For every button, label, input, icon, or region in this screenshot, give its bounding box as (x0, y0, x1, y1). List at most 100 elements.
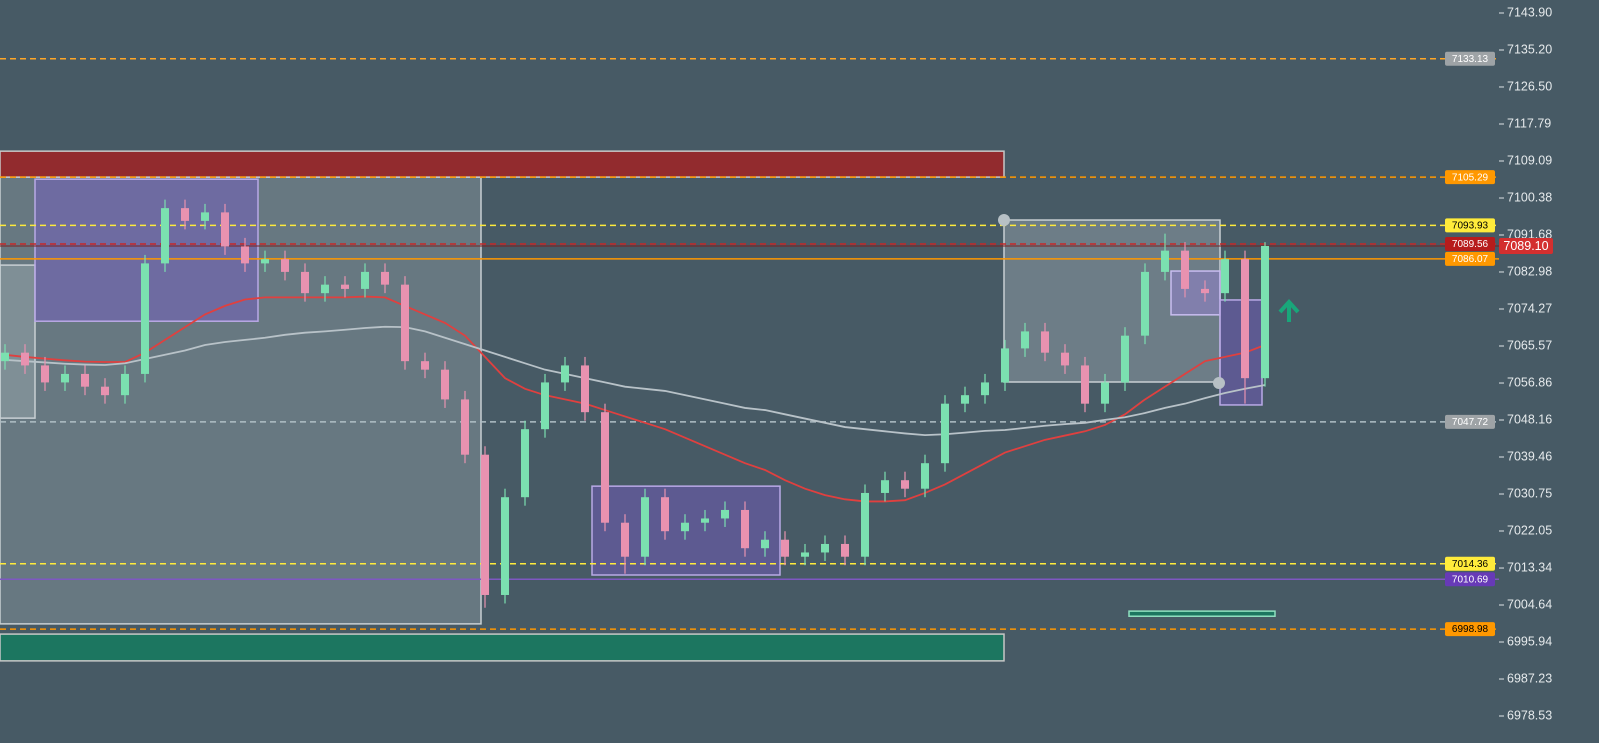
y-tick-label: 7030.75 (1507, 486, 1552, 500)
candle-body (401, 284, 409, 362)
candle-body (281, 259, 289, 272)
level-label: 7133.13 (1452, 54, 1489, 65)
candle-body (861, 492, 869, 557)
y-tick-label: 7056.86 (1507, 375, 1552, 389)
candle-body (261, 259, 269, 264)
level-label: 7010.69 (1452, 574, 1489, 585)
candle-body (1061, 352, 1069, 366)
candle-body (901, 480, 909, 489)
level-label: 6998.98 (1452, 624, 1489, 635)
level-label-bg (1445, 556, 1495, 571)
candle-body (1081, 365, 1089, 404)
y-tick-label: 7048.16 (1507, 412, 1552, 426)
level-label: 7047.72 (1452, 417, 1489, 428)
candle-body (1141, 271, 1149, 336)
last-price-bg (1499, 237, 1553, 254)
level-label-bg (1445, 572, 1495, 587)
y-tick-label: 6978.53 (1507, 708, 1552, 722)
candle-body (41, 365, 49, 383)
candle-body (781, 539, 789, 557)
y-tick-label: 7065.57 (1507, 338, 1552, 352)
handle[interactable] (1213, 377, 1225, 389)
plot (1, 199, 1269, 608)
candle-body (681, 522, 689, 532)
candle-body (121, 373, 129, 396)
candle-body (1021, 331, 1029, 349)
level-label: 7014.36 (1452, 559, 1489, 570)
zone (1170, 270, 1221, 316)
candle-body (441, 369, 449, 400)
candle-body (421, 361, 429, 370)
candle-body (941, 403, 949, 464)
level-label-bg (1445, 414, 1495, 429)
y-tick-label: 7126.50 (1507, 79, 1552, 93)
axis: 7143.90 7135.20 7126.50 7117.79 7109.09 7100.… (1499, 5, 1552, 722)
y-tick-label: 7091.68 (1507, 227, 1552, 241)
candle-body (241, 246, 249, 264)
candle-body (221, 212, 229, 247)
candle-body (761, 539, 769, 549)
level-labels: 7133.13 7105.29 7093.93 7089.56 7086.07 7047.… (1445, 51, 1553, 637)
zones (0, 150, 1276, 662)
moving-average (4, 325, 1266, 437)
level-label: 7086.07 (1452, 254, 1489, 265)
candle-body (561, 365, 569, 383)
level-label-bg (1445, 170, 1495, 185)
candle-body (1101, 382, 1109, 404)
candle-body (1001, 348, 1009, 383)
candle-body (501, 497, 509, 595)
candle-body (821, 543, 829, 553)
candle-body (1, 352, 9, 362)
y-tick-label: 7117.79 (1507, 116, 1551, 130)
candle-body (841, 543, 849, 557)
candle-body (881, 480, 889, 493)
candle-body (21, 352, 29, 366)
candle-body (361, 271, 369, 289)
level-label-bg (1445, 251, 1495, 266)
candle-body (1241, 259, 1249, 379)
y-tick-label: 7100.38 (1507, 190, 1552, 204)
y-tick-label: 6995.94 (1507, 634, 1552, 648)
y-tick-label: 7039.46 (1507, 449, 1552, 463)
level-label: 7105.29 (1452, 172, 1489, 183)
moving-average (4, 295, 1266, 503)
y-tick-label: 7082.98 (1507, 264, 1552, 278)
zone (1128, 610, 1276, 617)
candle-body (741, 509, 749, 549)
candle-body (1181, 250, 1189, 289)
candle-body (981, 382, 989, 396)
level-label-bg (1445, 218, 1495, 233)
candle-body (1261, 245, 1269, 379)
candle-body (341, 284, 349, 289)
candle-body (601, 412, 609, 523)
candle-body (721, 509, 729, 519)
candle-body (321, 284, 329, 294)
level-label: 7089.56 (1452, 239, 1489, 250)
candle-body (301, 271, 309, 294)
candle-body (1221, 259, 1229, 294)
candle-body (81, 373, 89, 387)
candle-body (481, 454, 489, 595)
candle-body (921, 463, 929, 489)
handle[interactable] (998, 214, 1010, 226)
zone (0, 176, 482, 625)
zone (0, 150, 1005, 178)
y-tick-label: 7143.90 (1507, 5, 1552, 19)
candle-body (141, 263, 149, 374)
candle-body (1161, 250, 1169, 272)
candle-body (641, 497, 649, 557)
candle-body (541, 382, 549, 430)
y-tick-label: 7135.20 (1507, 42, 1552, 56)
y-tick-label: 7013.34 (1507, 560, 1552, 574)
levels (0, 58, 1499, 630)
level-label-bg (1445, 622, 1495, 637)
candle-body (1201, 288, 1209, 294)
candle-body (161, 208, 169, 264)
last-price-label: 7089.10 (1503, 239, 1548, 253)
candle-body (521, 429, 529, 498)
y-tick-label: 7004.64 (1507, 597, 1552, 611)
candle-body (661, 497, 669, 532)
zone (1003, 219, 1221, 383)
